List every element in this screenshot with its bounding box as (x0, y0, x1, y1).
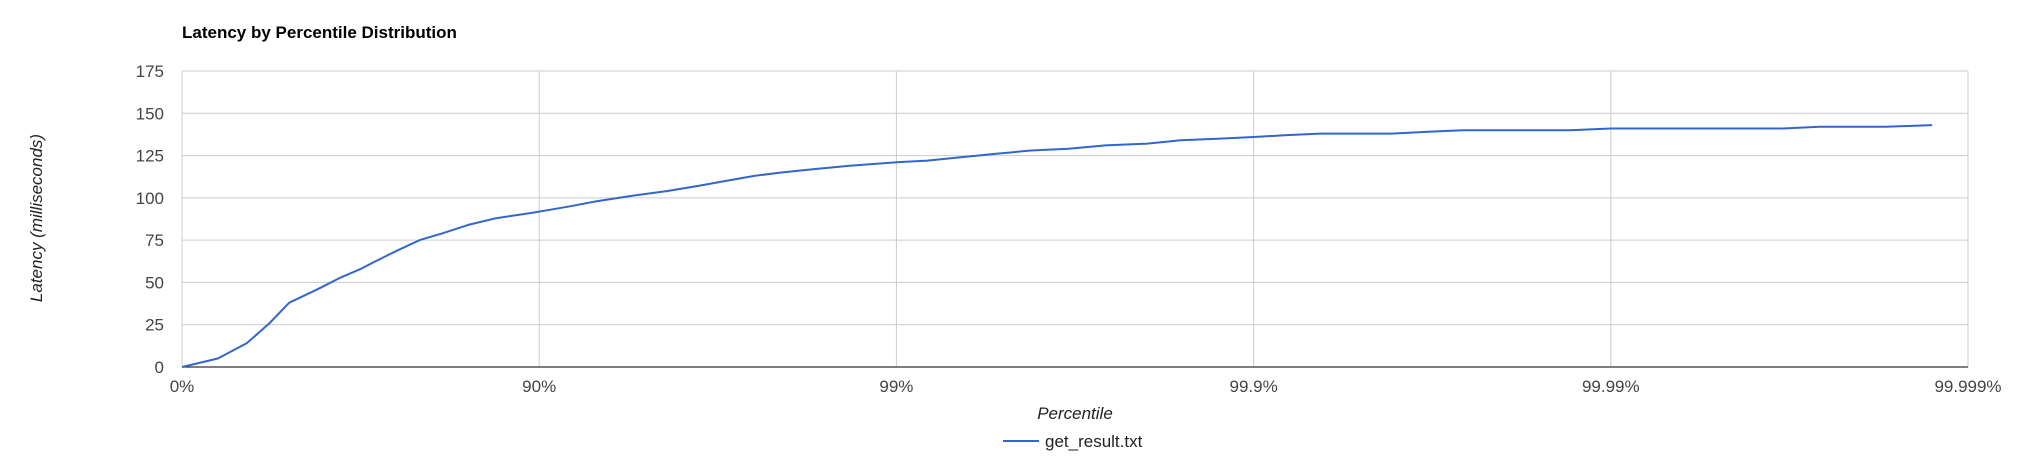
x-tick-labels: 0% 90% 99% 99.9% 99.99% 99.999% (170, 377, 2002, 396)
legend[interactable]: get_result.txt (1003, 432, 1143, 451)
x-tick-label: 99.99% (1582, 377, 1640, 396)
y-tick-label: 175 (136, 62, 164, 81)
x-tick-label: 90% (522, 377, 556, 396)
series-line-get-result[interactable] (181, 124, 1933, 368)
x-tick-label: 99.999% (1934, 377, 2001, 396)
legend-label-get-result: get_result.txt (1045, 432, 1143, 451)
series-lines (181, 124, 1933, 368)
x-tick-label: 0% (170, 377, 195, 396)
y-tick-labels: 0 25 50 75 100 125 150 175 (136, 62, 164, 377)
y-tick-label: 150 (136, 104, 164, 123)
y-tick-label: 50 (145, 273, 164, 292)
y-tick-label: 25 (145, 316, 164, 335)
y-tick-label: 125 (136, 147, 164, 166)
y-tick-label: 0 (155, 358, 164, 377)
y-axis-label: Latency (milliseconds) (27, 134, 46, 302)
x-tick-label: 99.9% (1229, 377, 1277, 396)
x-tick-label: 99% (879, 377, 913, 396)
grid-lines (181, 70, 1969, 367)
x-axis-label: Percentile (1037, 404, 1113, 423)
y-tick-label: 100 (136, 189, 164, 208)
y-tick-label: 75 (145, 231, 164, 250)
chart-title: Latency by Percentile Distribution (182, 23, 457, 42)
